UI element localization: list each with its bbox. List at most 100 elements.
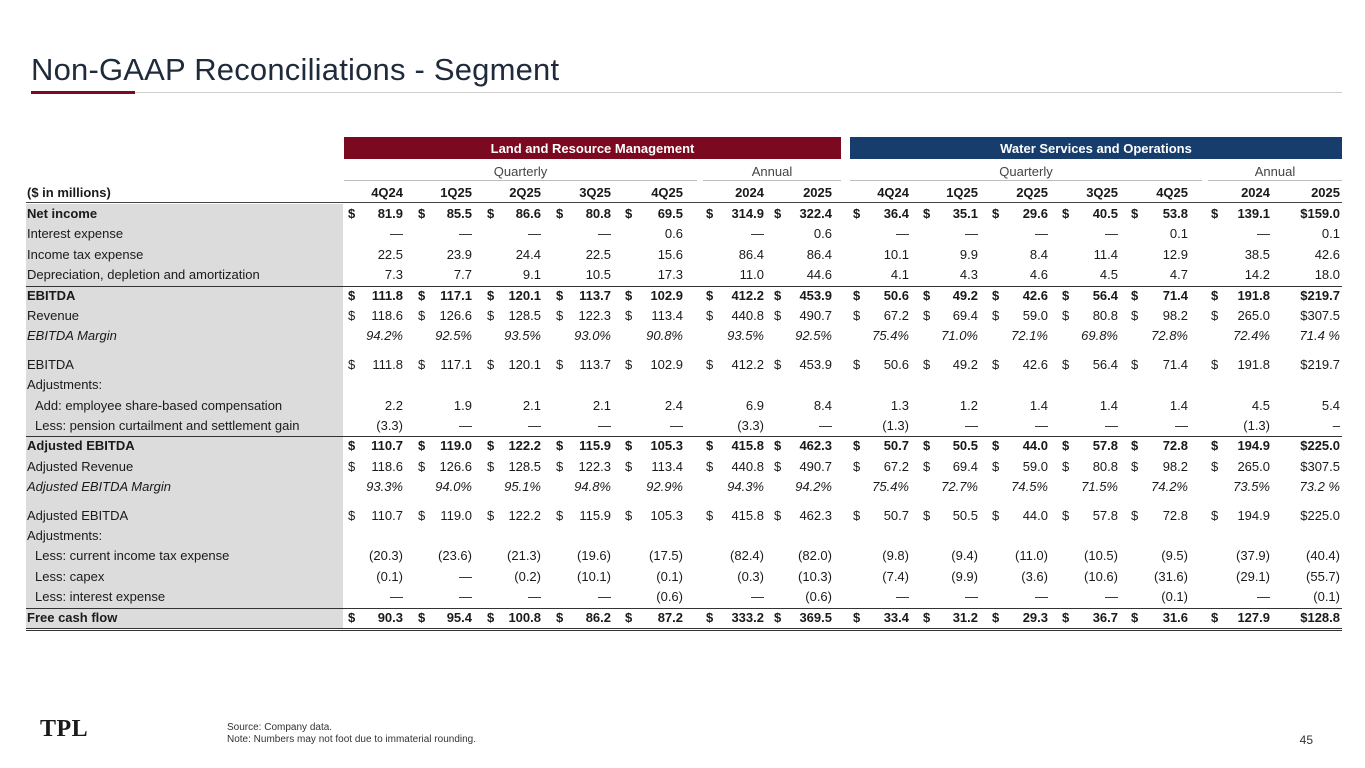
table-cell: 80.8 [1092, 308, 1118, 323]
dollar-sign: $ [418, 356, 426, 372]
dollar-sign: $ [348, 206, 356, 221]
table-cell: 92.5% [435, 328, 472, 344]
table-cell: 4.5 [1099, 267, 1118, 283]
table-cell: (9.9) [951, 568, 978, 584]
table-cell: 69.4 [952, 308, 978, 323]
table-cell: — [459, 418, 472, 433]
title-accent [31, 91, 135, 94]
dollar-sign: $ [418, 287, 426, 303]
table-cell: 453.9 [799, 287, 832, 303]
dollar-sign: $ [992, 438, 1000, 454]
dollar-sign: $ [706, 308, 714, 323]
table-cell: 31.6 [1162, 609, 1188, 625]
table-cell: (0.3) [737, 568, 764, 584]
dollar-sign: $ [1211, 206, 1219, 221]
column-header-2: 2Q25 [509, 185, 541, 200]
table-cell: 122.2 [508, 507, 541, 523]
dollar-sign: $ [774, 287, 782, 303]
dollar-sign: $ [348, 458, 356, 474]
table-cell: 194.9 [1237, 507, 1270, 523]
dollar-sign: $ [1211, 287, 1219, 303]
table-cell: 4.7 [1169, 267, 1188, 283]
dollar-sign: $ [1211, 308, 1219, 323]
table-cell: 94.0% [435, 479, 472, 495]
row-label-background [26, 375, 343, 396]
table-cell: 36.4 [883, 206, 909, 221]
table-cell: 0.6 [813, 226, 832, 242]
table-cell: 67.2 [883, 458, 909, 474]
dollar-sign: $ [992, 356, 1000, 372]
dollar-sign: $ [1131, 609, 1139, 625]
table-cell: $307.5 [1300, 458, 1340, 474]
table-cell: — [1175, 418, 1188, 433]
table-cell: 194.9 [1237, 438, 1270, 454]
table-cell: 15.6 [657, 246, 683, 262]
table-cell: 49.2 [952, 356, 978, 372]
dollar-sign: $ [706, 438, 714, 454]
table-cell: 74.2% [1151, 479, 1188, 495]
table-cell: 126.6 [439, 308, 472, 323]
dollar-sign: $ [487, 609, 495, 625]
table-cell: — [598, 226, 611, 242]
table-cell: 113.7 [579, 287, 611, 303]
table-cell: 369.5 [799, 609, 832, 625]
dollar-sign: $ [556, 287, 564, 303]
table-cell: (10.1) [577, 568, 611, 584]
table-cell: 126.6 [439, 458, 472, 474]
table-cell: 102.9 [650, 356, 683, 372]
table-cell: — [670, 418, 683, 433]
table-cell: 7.3 [384, 267, 403, 283]
column-header-1: 1Q25 [440, 185, 472, 200]
table-cell: 453.9 [799, 356, 832, 372]
table-cell: 2.1 [592, 397, 611, 413]
table-cell: — [1035, 226, 1048, 242]
table-cell: 11.0 [739, 267, 764, 283]
dollar-sign: $ [556, 609, 564, 625]
table-cell: — [1257, 589, 1270, 605]
table-cell: 113.4 [651, 458, 683, 474]
dollar-sign: $ [923, 206, 931, 221]
table-row: Interest expense — — — — 0.6 — 0.6 — — — — 0.1 — 0.1 [0, 224, 1365, 245]
table-cell: — [459, 226, 472, 242]
table-cell: — [1035, 589, 1048, 605]
table-cell: 44.0 [1022, 507, 1048, 523]
table-row: Adjustments: [0, 375, 1365, 396]
row-label-background [26, 456, 343, 478]
dollar-sign: $ [348, 609, 356, 625]
table-cell: — [965, 418, 978, 433]
table-cell: 49.2 [952, 287, 978, 303]
table-cell: 4.3 [959, 267, 978, 283]
row-label-background [26, 285, 343, 306]
table-cell: 113.7 [579, 356, 611, 372]
table-cell: 2.4 [664, 397, 683, 413]
table-cell: 86.4 [806, 246, 832, 262]
table-cell: 8.4 [1029, 246, 1048, 262]
table-cell: — [965, 589, 978, 605]
dollar-sign: $ [706, 609, 714, 625]
table-cell: 117.1 [440, 287, 472, 303]
table-cell: — [459, 589, 472, 605]
row-label-background [26, 607, 343, 628]
dollar-sign: $ [774, 438, 782, 454]
table-cell: 80.8 [1092, 458, 1118, 474]
table-cell: 122.2 [508, 438, 541, 454]
table-cell: 412.2 [731, 287, 764, 303]
table-cell: (17.5) [649, 548, 683, 564]
table-cell: 71.4 [1162, 287, 1188, 303]
table-cell: 80.8 [585, 206, 611, 221]
column-header-4: 4Q25 [651, 185, 683, 200]
group-water-annual: Annual [1208, 162, 1342, 181]
table-cell: (0.6) [805, 589, 832, 605]
table-cell: (55.7) [1306, 568, 1340, 584]
table-cell: $219.7 [1300, 287, 1340, 303]
table-cell: 98.2 [1162, 458, 1188, 474]
row-top-rule [26, 607, 1342, 609]
row-label-background [26, 416, 343, 437]
column-header-0: 4Q24 [371, 185, 403, 200]
dollar-sign: $ [992, 308, 1000, 323]
row-label: Adjustments: [27, 528, 103, 543]
dollar-sign: $ [556, 458, 564, 474]
table-cell: 42.6 [1022, 287, 1048, 303]
dollar-sign: $ [1131, 438, 1139, 454]
table-cell: — [1035, 418, 1048, 433]
